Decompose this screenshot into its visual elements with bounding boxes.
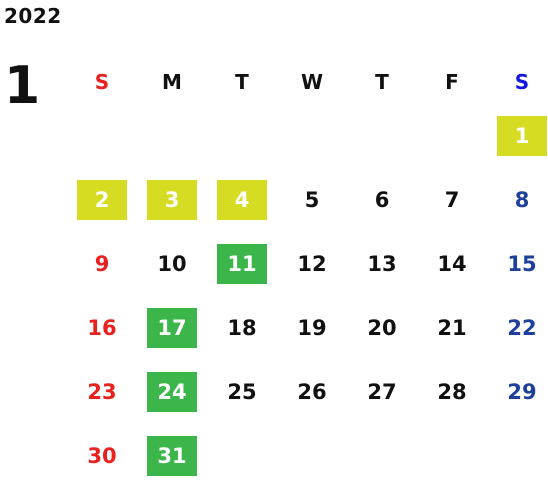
day-cell[interactable]: 20 — [347, 296, 417, 360]
day-number: 23 — [87, 380, 117, 404]
empty-cell — [137, 104, 207, 168]
day-cell[interactable]: 25 — [207, 360, 277, 424]
day-number: 14 — [437, 252, 467, 276]
day-cell[interactable]: 19 — [277, 296, 347, 360]
day-cell[interactable]: 15 — [487, 232, 548, 296]
day-cell[interactable]: 26 — [277, 360, 347, 424]
day-cell[interactable]: 18 — [207, 296, 277, 360]
day-cell[interactable]: 21 — [417, 296, 487, 360]
weekday-header: F — [445, 70, 459, 94]
weekday-header: W — [300, 70, 324, 94]
day-cell[interactable]: 14 — [417, 232, 487, 296]
day-cell[interactable]: 6 — [347, 168, 417, 232]
day-number: 29 — [507, 380, 537, 404]
day-cell[interactable]: 31 — [137, 424, 207, 488]
day-cell[interactable]: 7 — [417, 168, 487, 232]
day-cell[interactable]: 3 — [137, 168, 207, 232]
day-cell[interactable]: 22 — [487, 296, 548, 360]
weekday-header: M — [162, 70, 182, 94]
day-number: 15 — [507, 252, 537, 276]
day-number: 30 — [87, 444, 117, 468]
day-cell[interactable]: 11 — [207, 232, 277, 296]
empty-cell — [207, 104, 277, 168]
day-number: 16 — [87, 316, 117, 340]
day-number: 31 — [147, 436, 197, 476]
day-number: 7 — [444, 188, 460, 212]
day-cell[interactable]: 2 — [67, 168, 137, 232]
day-number: 12 — [297, 252, 327, 276]
day-number: 19 — [297, 316, 327, 340]
day-number: 17 — [147, 308, 197, 348]
day-number: 8 — [514, 188, 530, 212]
day-cell[interactable]: 17 — [137, 296, 207, 360]
day-cell[interactable]: 10 — [137, 232, 207, 296]
day-cell[interactable]: 5 — [277, 168, 347, 232]
day-cell[interactable]: 30 — [67, 424, 137, 488]
day-cell[interactable]: 29 — [487, 360, 548, 424]
day-number: 24 — [147, 372, 197, 412]
day-number: 6 — [374, 188, 390, 212]
day-cell[interactable]: 27 — [347, 360, 417, 424]
empty-cell — [417, 104, 487, 168]
day-number: 13 — [367, 252, 397, 276]
day-number: 9 — [94, 252, 110, 276]
calendar-grid: S M T W T F S 1 2 3 4 5 6 7 8 9 10 11 12 13 14 15 16 17 18 19 20 21… — [67, 60, 548, 488]
day-number: 25 — [227, 380, 257, 404]
day-number: 18 — [227, 316, 257, 340]
day-cell[interactable]: 23 — [67, 360, 137, 424]
day-number: 4 — [217, 180, 267, 220]
day-cell[interactable]: 28 — [417, 360, 487, 424]
day-cell[interactable]: 4 — [207, 168, 277, 232]
day-cell[interactable]: 24 — [137, 360, 207, 424]
empty-cell — [277, 104, 347, 168]
day-cell[interactable]: 1 — [487, 104, 548, 168]
day-cell[interactable]: 13 — [347, 232, 417, 296]
day-number: 22 — [507, 316, 537, 340]
weekday-header: T — [235, 70, 249, 94]
day-number: 3 — [147, 180, 197, 220]
day-number: 10 — [157, 252, 187, 276]
day-number: 26 — [297, 380, 327, 404]
weekday-header: S — [94, 70, 110, 94]
day-number: 11 — [217, 244, 267, 284]
weekday-header: S — [514, 70, 530, 94]
day-number: 27 — [367, 380, 397, 404]
day-number: 21 — [437, 316, 467, 340]
day-number: 5 — [304, 188, 320, 212]
day-number: 1 — [497, 116, 547, 156]
month-number: 1 — [4, 56, 41, 116]
day-cell[interactable]: 12 — [277, 232, 347, 296]
day-number: 28 — [437, 380, 467, 404]
day-cell[interactable]: 9 — [67, 232, 137, 296]
empty-cell — [67, 104, 137, 168]
day-number: 20 — [367, 316, 397, 340]
day-number: 2 — [77, 180, 127, 220]
day-cell[interactable]: 16 — [67, 296, 137, 360]
empty-cell — [347, 104, 417, 168]
weekday-header: T — [375, 70, 389, 94]
year-label: 2022 — [4, 4, 62, 28]
day-cell[interactable]: 8 — [487, 168, 548, 232]
